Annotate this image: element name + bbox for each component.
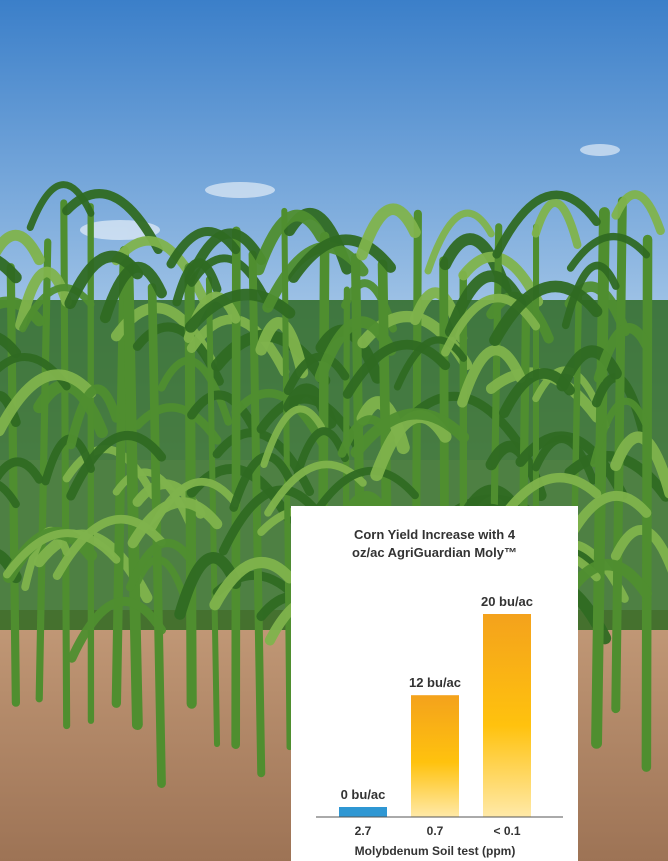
bar-07-ppm bbox=[411, 695, 459, 817]
x-tick-label-2: < 0.1 bbox=[493, 824, 520, 838]
bar-chart: 0 bu/ac 12 bu/ac 20 bu/ac 2.7 0.7 < 0.1 Moly… bbox=[316, 594, 563, 858]
chart-title: Corn Yield Increase with 4 oz/ac AgriGua… bbox=[291, 526, 578, 562]
data-label-0: 0 bu/ac bbox=[341, 787, 386, 802]
chart-title-line-2: oz/ac AgriGuardian Moly™ bbox=[352, 545, 517, 560]
x-tick-label-0: 2.7 bbox=[355, 824, 372, 838]
chart-card: Corn Yield Increase with 4 oz/ac AgriGua… bbox=[291, 506, 578, 861]
bar-01-ppm bbox=[483, 614, 531, 817]
bar-27-ppm bbox=[339, 807, 387, 817]
x-axis-label: Molybdenum Soil test (ppm) bbox=[355, 844, 516, 858]
x-tick-label-1: 0.7 bbox=[427, 824, 444, 838]
data-label-2: 20 bu/ac bbox=[481, 594, 533, 609]
chart-title-line-1: Corn Yield Increase with 4 bbox=[353, 527, 516, 542]
data-label-1: 12 bu/ac bbox=[409, 675, 461, 690]
